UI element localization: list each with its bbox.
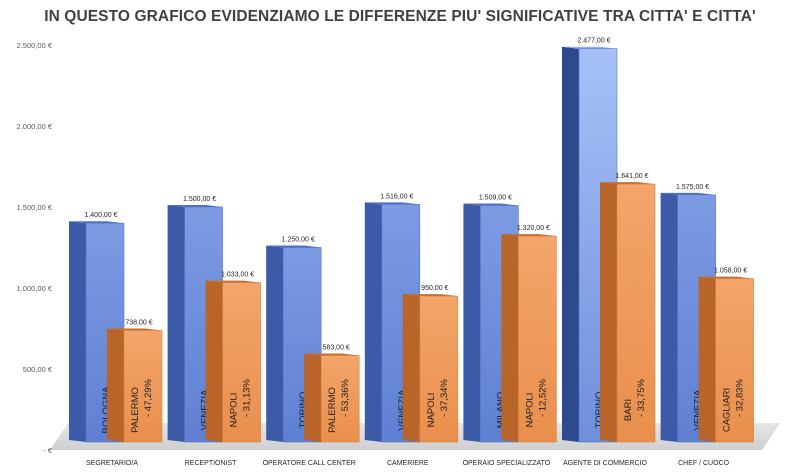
bar-city-label: MILANO bbox=[495, 392, 506, 428]
bar-city-label: PALERMO bbox=[130, 387, 141, 433]
x-tick-label: CHEF / CUOCO bbox=[678, 460, 730, 467]
data-label: 1.033,00 € bbox=[221, 272, 254, 279]
bar-city-label: PALERMO bbox=[327, 387, 338, 433]
bar-top-blue bbox=[167, 205, 223, 207]
bar-top-blue bbox=[69, 221, 124, 224]
bar-side-blue bbox=[364, 202, 382, 442]
bar-orange bbox=[518, 235, 557, 443]
x-tick-label: RECEPTIONIST bbox=[185, 460, 237, 467]
bar-percent-label: - 33,75% bbox=[636, 378, 647, 417]
y-tick-label: 1.500,00 € bbox=[17, 203, 53, 212]
bar-orange bbox=[320, 355, 360, 443]
y-tick-label: 1.000,00 € bbox=[17, 284, 53, 293]
bar-side-orange bbox=[501, 234, 519, 442]
bar-side-orange bbox=[402, 294, 420, 442]
bar-orange bbox=[419, 295, 459, 443]
bar-percent-label: - 31,13% bbox=[242, 378, 253, 417]
chart-title: IN QUESTO GRAFICO EVIDENZIAMO LE DIFFERE… bbox=[44, 8, 756, 25]
bar-side-blue bbox=[69, 221, 86, 442]
bar-percent-label: - 37,34% bbox=[439, 378, 450, 417]
y-tick-label: 2.000,00 € bbox=[17, 122, 53, 131]
data-label: 1.575,00 € bbox=[676, 184, 709, 191]
bar-side-orange bbox=[600, 182, 617, 442]
data-label: 950,00 € bbox=[421, 285, 448, 292]
data-label: 2.477,00 € bbox=[577, 38, 610, 45]
bar-side-orange bbox=[698, 276, 716, 442]
x-tick-label: AGENTE DI COMMERCIO bbox=[563, 460, 648, 467]
y-axis: - € 500,00 € 1.000,00 € 1.500,00 € 2.000,00 … bbox=[17, 41, 53, 455]
x-tick-label: OPERATORE CALL CENTER bbox=[263, 460, 356, 467]
bar-side-orange bbox=[205, 280, 223, 442]
data-label: 1.058,00 € bbox=[714, 268, 747, 275]
bar-orange bbox=[715, 278, 754, 443]
y-tick-label: 2.500,00 € bbox=[17, 41, 53, 50]
bar-top-orange bbox=[501, 234, 557, 237]
data-label: 1.516,00 € bbox=[380, 193, 413, 200]
bar-city-label: VENEZIA bbox=[693, 389, 704, 430]
y-tick-label: - € bbox=[43, 446, 53, 455]
bar-top-blue bbox=[660, 192, 716, 195]
bar-side-blue bbox=[266, 245, 284, 442]
bar-orange bbox=[616, 183, 656, 443]
bar-percent-label: - 32,83% bbox=[735, 378, 746, 417]
bar-city-label: CAGLIARI bbox=[722, 388, 733, 432]
bar-percent-label: - 12,52% bbox=[537, 378, 548, 417]
x-tick-label: SEGRETARIO/A bbox=[86, 460, 138, 467]
bar-top-blue bbox=[463, 203, 519, 206]
bar-side-orange bbox=[304, 353, 322, 442]
bar-side-blue bbox=[167, 205, 185, 442]
bar-top-orange bbox=[107, 328, 162, 331]
data-label: 1.250,00 € bbox=[282, 237, 315, 244]
y-tick-label: 500,00 € bbox=[23, 365, 53, 374]
bar-percent-label: - 53,36% bbox=[340, 378, 351, 417]
bar-percent-label: - 47,29% bbox=[143, 378, 154, 417]
bar-city-label: NAPOLI bbox=[229, 393, 240, 428]
bar-top-orange bbox=[600, 182, 655, 185]
bar-top-blue bbox=[364, 202, 420, 205]
bar-top-orange bbox=[304, 353, 360, 356]
bar-top-blue bbox=[266, 245, 322, 248]
bar-city-label: TORINO bbox=[594, 392, 605, 429]
x-tick-label: OPERAIO SPECIALIZZATO bbox=[463, 460, 551, 467]
data-label: 1.320,00 € bbox=[517, 225, 550, 232]
bar-top-orange bbox=[402, 294, 458, 297]
bar-top-blue bbox=[562, 46, 617, 49]
bar-city-label: VENEZIA bbox=[397, 389, 408, 430]
bar-top-orange bbox=[205, 280, 261, 283]
bar-orange bbox=[123, 330, 163, 443]
bar-city-label: BOLOGNA bbox=[101, 386, 112, 434]
bar-city-label: BARI bbox=[623, 399, 634, 421]
bar-side-blue bbox=[562, 46, 579, 442]
bar-city-label: TORINO bbox=[298, 392, 309, 429]
bar-side-orange bbox=[107, 328, 124, 442]
bar-orange bbox=[222, 282, 261, 443]
bar-top-orange bbox=[698, 276, 754, 279]
bar-city-label: NAPOLI bbox=[426, 393, 437, 428]
bar-side-blue bbox=[463, 203, 481, 442]
data-label: 738,00 € bbox=[125, 319, 152, 326]
data-label: 1.500,00 € bbox=[183, 196, 216, 203]
data-label: 1.509,00 € bbox=[479, 195, 512, 202]
bar-side-blue bbox=[660, 192, 678, 442]
data-label: 583,00 € bbox=[323, 345, 350, 352]
x-axis: SEGRETARIO/A RECEPTIONIST OPERATORE CALL C… bbox=[86, 460, 730, 467]
bar-city-label: NAPOLI bbox=[524, 393, 535, 428]
data-label: 1.400,00 € bbox=[84, 212, 117, 219]
data-label: 1.641,00 € bbox=[615, 173, 648, 180]
x-tick-label: CAMERIERE bbox=[387, 460, 429, 467]
bar-city-label: VENEZIA bbox=[200, 389, 211, 430]
